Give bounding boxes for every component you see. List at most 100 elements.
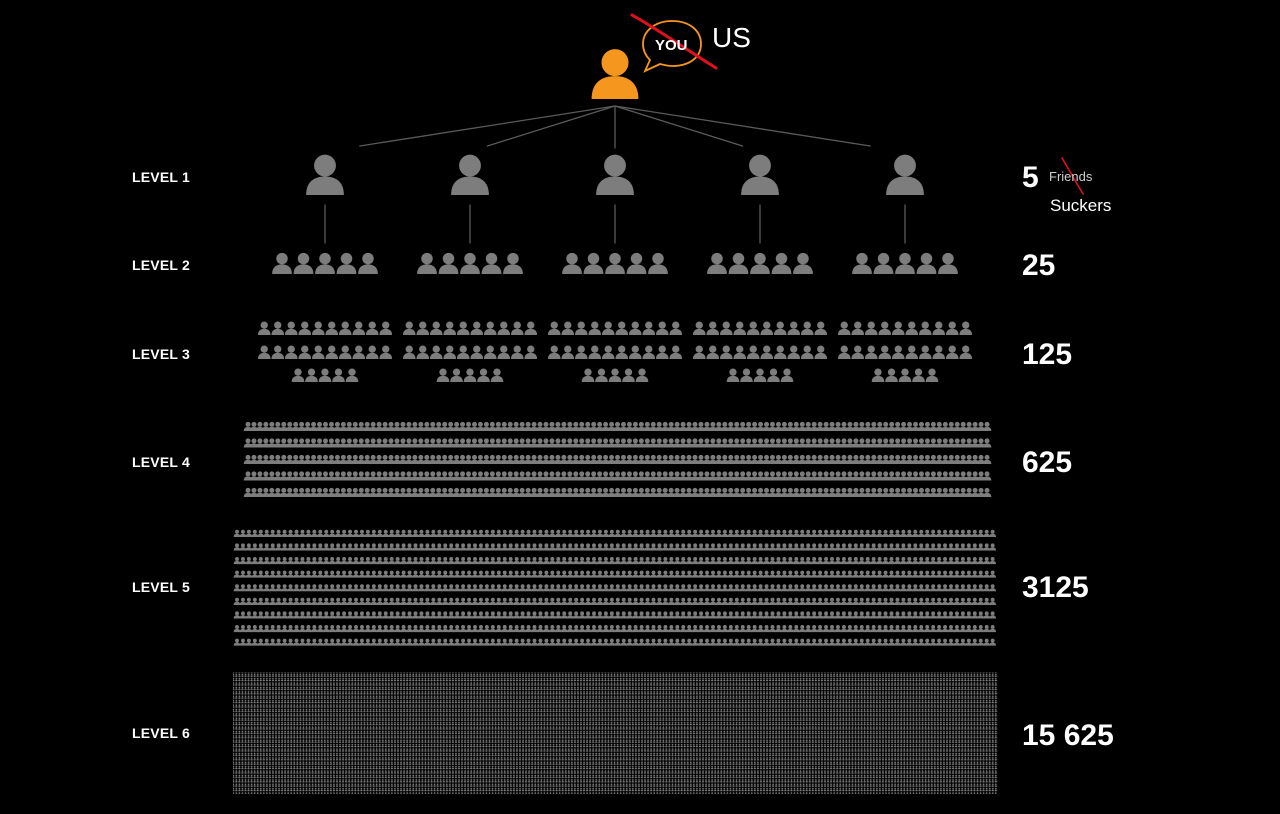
- level5-person-icon: [358, 543, 366, 551]
- level5-person-icon: [388, 611, 396, 619]
- level3-person-icon: [298, 321, 312, 335]
- level3-person-icon: [456, 345, 470, 359]
- level-6-label: LEVEL 6: [132, 725, 190, 741]
- level5-person-icon: [679, 638, 687, 646]
- level5-person-icon: [775, 597, 782, 605]
- level5-person-icon: [816, 570, 824, 578]
- level5-person-icon: [453, 584, 461, 592]
- level5-person-icon: [608, 597, 616, 605]
- level5-person-icon: [685, 611, 693, 619]
- level5-person-icon: [233, 557, 241, 565]
- level3-person-icon: [622, 368, 635, 382]
- level5-person-icon: [233, 638, 241, 646]
- level3-person-icon: [767, 368, 780, 382]
- level3-person-icon: [470, 345, 484, 359]
- level5-person-icon: [721, 570, 729, 578]
- level5-person-icon: [596, 557, 604, 565]
- level5-person-icon: [775, 638, 782, 646]
- level5-person-icon: [846, 570, 854, 578]
- level5-person-icon: [894, 584, 901, 592]
- level5-person-icon: [786, 543, 794, 551]
- level5-person-icon: [495, 597, 503, 605]
- level5-person-icon: [388, 529, 396, 537]
- level5-person-icon: [828, 611, 836, 619]
- level5-person-icon: [525, 611, 532, 619]
- level3-person-icon: [800, 321, 814, 335]
- level5-person-icon: [917, 597, 925, 605]
- level5-person-icon: [721, 529, 729, 537]
- level5-person-icon: [584, 597, 592, 605]
- level5-person-icon: [382, 557, 390, 565]
- level5-person-icon: [983, 638, 991, 646]
- level5-person-icon: [626, 611, 634, 619]
- level5-person-icon: [459, 570, 467, 578]
- level3-person-icon: [753, 368, 767, 382]
- level5-person-icon: [846, 557, 854, 565]
- level5-person-icon: [245, 570, 253, 578]
- level5-person-icon: [917, 625, 925, 633]
- level3-person-icon: [642, 321, 656, 335]
- level5-person-icon: [911, 570, 919, 578]
- level5-person-icon: [679, 529, 687, 537]
- level5-person-icon: [846, 625, 854, 633]
- level2-person-icon: [771, 252, 792, 274]
- level5-person-icon: [929, 570, 937, 578]
- level3-person-icon: [588, 345, 602, 359]
- level5-person-icon: [554, 611, 562, 619]
- level5-person-icon: [507, 557, 515, 565]
- level5-person-icon: [382, 625, 390, 633]
- level5-person-icon: [584, 638, 592, 646]
- level5-person-icon: [334, 611, 342, 619]
- level5-person-icon: [673, 625, 681, 633]
- level3-person-icon: [918, 321, 932, 335]
- level5-person-icon: [310, 570, 318, 578]
- level5-person-icon: [459, 625, 467, 633]
- level5-person-icon: [935, 597, 943, 605]
- level5-person-icon: [834, 570, 842, 578]
- level5-person-icon: [644, 625, 651, 633]
- level2-person-icon: [358, 252, 378, 274]
- level5-person-icon: [620, 611, 628, 619]
- level5-person-icon: [251, 529, 259, 537]
- level5-person-icon: [239, 625, 247, 633]
- level3-person-icon: [379, 321, 393, 335]
- level5-person-icon: [947, 584, 955, 592]
- level5-person-icon: [679, 597, 687, 605]
- level4-person-icon: [982, 438, 992, 448]
- level5-person-icon: [507, 638, 515, 646]
- level5-person-icon: [620, 638, 628, 646]
- level5-person-icon: [769, 625, 776, 633]
- level5-person-icon: [548, 529, 556, 537]
- level5-person-icon: [346, 557, 354, 565]
- level5-person-icon: [888, 529, 895, 537]
- level5-person-icon: [263, 557, 271, 565]
- level5-person-icon: [816, 597, 824, 605]
- level3-person-icon: [510, 345, 524, 359]
- level5-person-icon: [424, 611, 431, 619]
- level5-person-icon: [775, 529, 782, 537]
- level5-person-icon: [965, 570, 973, 578]
- level5-person-icon: [864, 611, 872, 619]
- level5-person-icon: [864, 638, 872, 646]
- level5-person-icon: [989, 611, 997, 619]
- level5-person-icon: [763, 611, 770, 619]
- level5-person-icon: [769, 638, 776, 646]
- level2-person-icon: [895, 252, 915, 274]
- level5-person-icon: [959, 529, 967, 537]
- level5-person-icon: [602, 543, 610, 551]
- level5-person-icon: [299, 611, 306, 619]
- level5-person-icon: [691, 584, 699, 592]
- level5-person-icon: [596, 611, 604, 619]
- level5-person-icon: [364, 611, 372, 619]
- level3-person-icon: [864, 321, 878, 335]
- level5-person-icon: [911, 584, 919, 592]
- level5-person-icon: [287, 557, 294, 565]
- level5-person-icon: [269, 597, 277, 605]
- level5-person-icon: [894, 570, 901, 578]
- level5-person-icon: [465, 597, 473, 605]
- level5-person-icon: [739, 597, 747, 605]
- level5-person-icon: [495, 611, 503, 619]
- level5-person-icon: [632, 597, 640, 605]
- level5-person-icon: [781, 611, 788, 619]
- level5-person-icon: [923, 557, 931, 565]
